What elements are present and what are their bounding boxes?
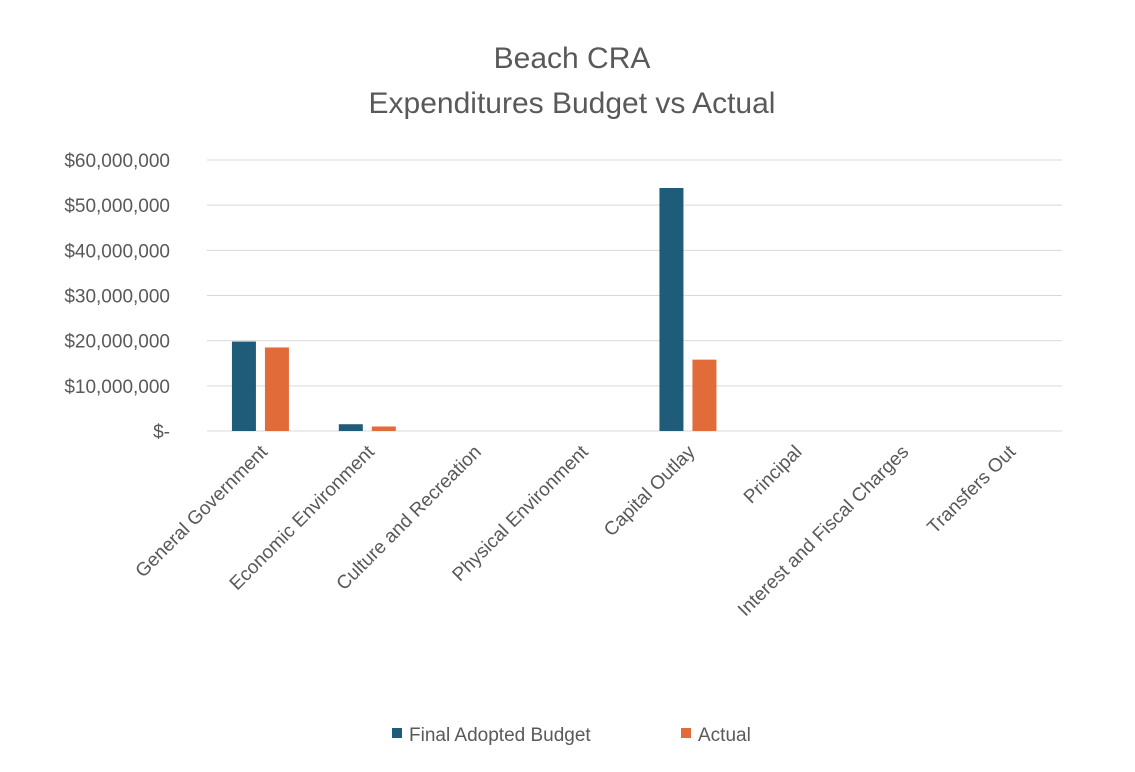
x-category-label: Principal xyxy=(740,442,806,508)
y-tick-label: $30,000,000 xyxy=(64,287,170,308)
y-axis-tick-labels: $- $10,000,000 $20,000,000 $30,000,000 $40,0… xyxy=(64,151,170,443)
legend-swatch xyxy=(681,728,691,738)
chart-title-line-1: Beach CRA xyxy=(494,42,651,75)
bar-budget xyxy=(659,188,684,431)
y-tick-label: $50,000,000 xyxy=(64,196,170,217)
bar-actual xyxy=(371,426,396,431)
gridlines xyxy=(207,159,1062,432)
legend-label: Final Adopted Budget xyxy=(409,725,591,746)
bar-budget xyxy=(231,341,256,431)
chart-title-line-2: Expenditures Budget vs Actual xyxy=(369,87,776,120)
bars xyxy=(231,188,717,431)
y-tick-label: $20,000,000 xyxy=(64,332,170,353)
x-category-label: Interest and Fiscal Charges xyxy=(734,442,913,621)
legend-label: Actual xyxy=(698,725,751,746)
x-category-label: Capital Outlay xyxy=(600,441,700,541)
y-tick-label: $- xyxy=(153,422,170,443)
legend: Final Adopted Budget Actual xyxy=(392,725,751,746)
y-tick-label: $40,000,000 xyxy=(64,241,170,262)
bar-budget xyxy=(338,424,363,431)
y-tick-label: $60,000,000 xyxy=(64,151,170,172)
legend-swatch xyxy=(392,728,402,738)
bar-actual xyxy=(264,347,289,431)
bar-actual xyxy=(692,359,717,431)
y-tick-label: $10,000,000 xyxy=(64,377,170,398)
x-category-label: Transfers Out xyxy=(924,441,1021,538)
